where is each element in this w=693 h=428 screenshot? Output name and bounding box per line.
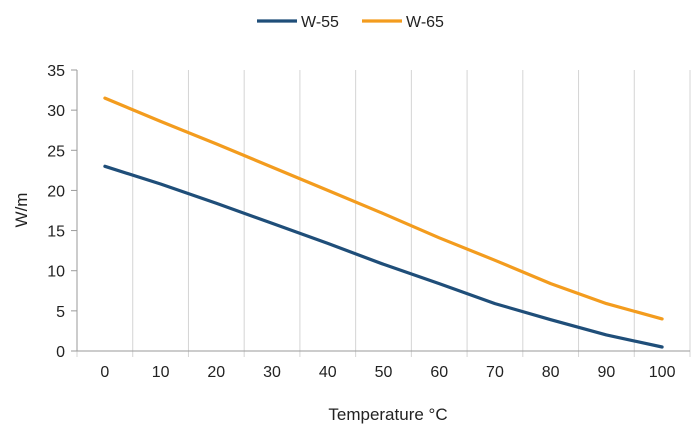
y-tick-label: 15 xyxy=(47,224,65,241)
x-tick-label: 0 xyxy=(100,364,109,381)
x-tick-label: 100 xyxy=(649,364,676,381)
x-tick-label: 50 xyxy=(375,364,393,381)
y-tick-label: 35 xyxy=(47,63,65,80)
y-tick-label: 10 xyxy=(47,264,65,281)
y-tick-labels: 0 5 10 15 20 25 30 35 xyxy=(47,63,65,361)
y-tick-label: 20 xyxy=(47,183,65,200)
x-tick-label: 70 xyxy=(486,364,504,381)
x-tick-label: 90 xyxy=(598,364,616,381)
y-tick-label: 30 xyxy=(47,103,65,120)
x-tick-label: 40 xyxy=(319,364,337,381)
x-tick-label: 30 xyxy=(263,364,281,381)
legend-label-w-65: W-65 xyxy=(406,14,444,31)
y-tick-label: 5 xyxy=(56,304,65,321)
x-tick-labels: 0 10 20 30 40 50 60 70 80 90 100 xyxy=(100,364,675,381)
axes xyxy=(71,70,690,351)
x-tick-label: 10 xyxy=(152,364,170,381)
y-tick-label: 25 xyxy=(47,143,65,160)
x-tick-label: 80 xyxy=(542,364,560,381)
y-axis-label: W/m xyxy=(12,193,31,228)
x-axis-label: Temperature °C xyxy=(328,405,447,424)
x-tick-label: 60 xyxy=(430,364,448,381)
legend-label-w-55: W-55 xyxy=(301,14,339,31)
legend: W-55 W-65 xyxy=(257,14,444,31)
y-tick-label: 0 xyxy=(56,344,65,361)
x-tick-label: 20 xyxy=(207,364,225,381)
